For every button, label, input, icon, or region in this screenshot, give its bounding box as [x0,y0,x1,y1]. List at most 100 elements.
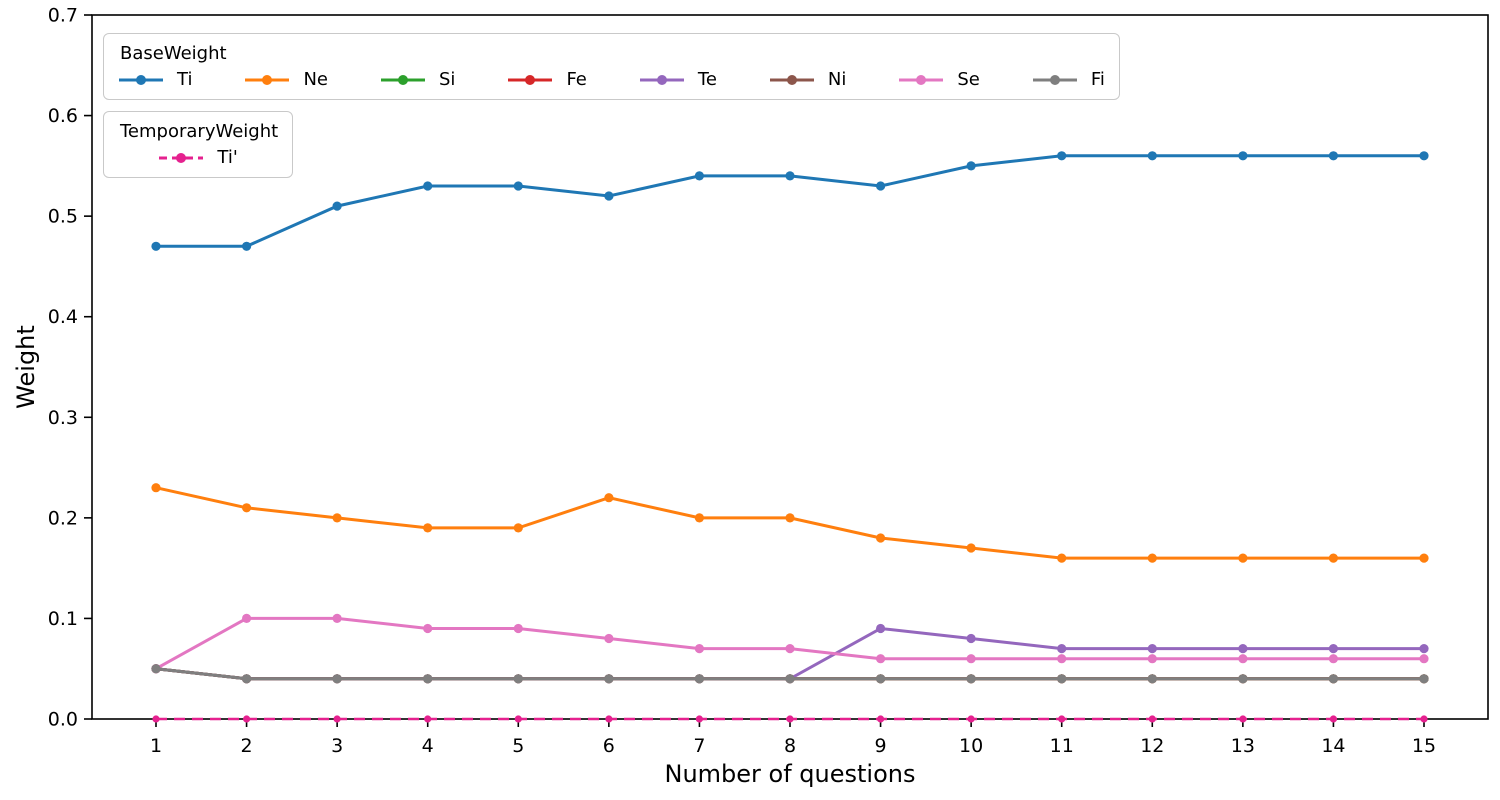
x-tick-label: 9 [875,735,887,757]
legend-item-label: Si [439,69,456,90]
legend-item-Ti: Ti' [158,147,238,168]
x-tick-label: 15 [1412,735,1436,757]
legend-sample-marker [176,152,187,163]
y-tick-label: 0.2 [48,507,78,529]
legend-sample-marker [136,74,146,85]
data-point-Ti-temporary [1058,715,1066,723]
data-point-Te [966,633,976,644]
data-point-Ti-temporary [605,715,613,723]
legend-sample-marker [262,74,273,85]
data-point-Fi [1057,674,1067,684]
data-point-Ti-temporary [786,715,794,723]
legend-sample-marker [786,74,797,85]
series-Ne [151,483,1429,563]
data-point-Ti [1057,151,1067,161]
data-point-Ti-temporary [152,715,160,723]
legend-sample-marker [1049,74,1060,85]
legend-item-label: Ti [177,69,193,90]
series-line-Ti [156,154,1424,248]
data-point-Se [332,613,342,624]
data-point-Ne [513,523,523,533]
data-point-Se [966,654,976,664]
data-point-Se [1419,654,1429,664]
data-point-Te [1238,644,1248,654]
legend-item-label: Se [957,69,980,90]
legend-sample-line [119,74,163,85]
data-point-Se [604,633,614,644]
y-tick-label: 0.1 [48,608,78,630]
data-point-Ne [242,503,252,513]
data-point-Ne [694,513,705,523]
data-point-Ne [1238,553,1248,563]
data-point-Ne [423,523,433,533]
data-point-Se [1328,654,1338,664]
data-point-Ne [1147,553,1157,563]
axis-ticks: 0.00.10.20.30.40.50.60.71 2 3 4 5 6 7 8 9 10 11 12 1… [48,5,1436,758]
legend-sample-marker [525,74,536,85]
legend-item-label: Te [697,69,717,90]
data-point-Se [242,613,252,624]
series-Ti-temporary [152,715,1428,723]
data-point-Ti [1238,151,1248,161]
data-point-Ti-temporary [1329,715,1337,723]
legend-sample-line [1032,74,1077,85]
legend-item-label: Ne [303,69,328,90]
legend-item-label: Fi [1090,69,1105,90]
data-point-Te [1147,644,1157,654]
data-point-Ne [1328,553,1338,563]
legend-sample-marker [398,74,408,85]
data-point-Ti [604,191,614,201]
x-tick-label: 2 [241,735,253,757]
y-tick-label: 0.3 [48,407,78,429]
x-tick-label: 8 [784,735,796,757]
data-point-Ti [966,161,976,171]
data-point-Te [1057,644,1067,654]
data-point-Se [423,623,433,634]
legend-sample-line [245,74,290,85]
x-tick-label: 14 [1321,735,1345,757]
y-tick-label: 0.6 [48,105,78,127]
data-point-Ne [151,483,161,493]
data-point-Se [1238,654,1248,664]
x-tick-label: 5 [512,735,524,757]
legend-item-Ni: Ni [769,69,846,90]
data-point-Fi [332,674,342,684]
data-point-Se [1057,654,1067,664]
data-point-Ti [242,241,252,251]
data-point-Ti-temporary [514,715,522,723]
x-tick-label: 10 [959,735,983,757]
legend-item-Fe: Fe [507,69,587,90]
data-point-Ne [785,513,795,523]
legend-item-Ti: Ti [118,69,192,90]
data-point-Fi [1147,674,1157,684]
data-point-Ti-temporary [1239,715,1247,723]
data-point-Se [513,623,523,634]
data-point-Ne [332,513,342,523]
legend-item-Se: Se [898,69,980,90]
data-point-Se [785,644,795,654]
data-point-Fi [785,674,795,684]
data-point-Te [1419,644,1429,654]
data-point-Ti [151,241,161,251]
data-point-Fi [1419,674,1429,684]
data-point-Ne [966,543,976,553]
plot-border [91,14,1489,720]
legend-item-label: Ti' [217,147,238,168]
data-point-Ti-temporary [243,715,251,723]
data-point-Fi [1328,674,1338,684]
data-point-Ti-temporary [333,715,341,723]
data-point-Ti [513,181,523,191]
data-point-Ti-temporary [1148,715,1156,723]
series-Ti [151,151,1429,251]
legend-temporaryweight-title: TemporaryWeight [120,121,279,142]
y-tick-label: 0.0 [48,709,78,731]
x-tick-label: 3 [331,735,343,757]
data-point-Ne [1057,553,1067,563]
x-tick-label: 4 [422,735,434,757]
data-point-Fi [966,674,976,684]
legend-sample-line [639,74,684,85]
x-tick-label: 6 [603,735,615,757]
data-point-Ti-temporary [695,715,704,723]
data-point-Fi [423,674,433,684]
data-point-Fi [242,674,252,684]
